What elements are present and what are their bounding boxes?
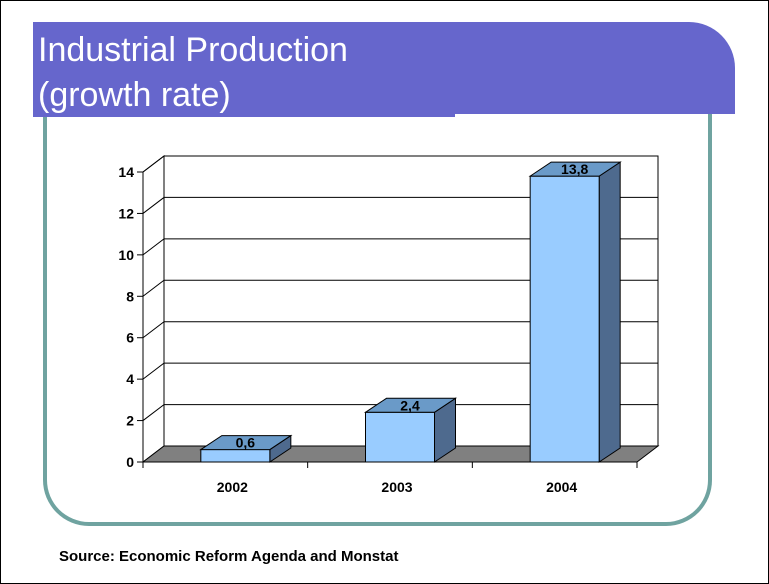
title-bar	[33, 22, 735, 114]
y-tick-label: 12	[118, 205, 134, 221]
content-frame	[43, 60, 712, 526]
bar-2004	[529, 175, 600, 463]
bar-top-2004	[528, 161, 622, 177]
chart-side-wall	[142, 154, 165, 464]
y-tick-label: 6	[126, 330, 134, 346]
y-tick-label: 2	[126, 413, 134, 429]
chart-labels: 0 2 4 6 8 10 12 14 0,6 2002 2,4 2003 13,8 2004	[118, 161, 588, 495]
gridline	[142, 238, 658, 256]
gridline	[142, 279, 658, 297]
x-tick-label: 2004	[546, 479, 577, 495]
gridline	[142, 196, 658, 214]
y-tick-label: 8	[126, 288, 134, 304]
bar-2003	[365, 411, 435, 463]
source-note: Source: Economic Reform Agenda and Monst…	[59, 548, 399, 565]
title-underline	[33, 113, 455, 117]
y-tick-label: 14	[118, 164, 134, 180]
gridline	[142, 362, 658, 380]
slide-subtitle: (growth rate)	[38, 76, 231, 114]
y-tick-label: 0	[126, 454, 134, 470]
slide-title: Industrial Production	[38, 31, 348, 69]
x-tick-label: 2003	[381, 479, 412, 495]
bar-side-2004	[598, 161, 621, 463]
gridline	[142, 155, 658, 173]
bar-top-2003	[363, 397, 458, 413]
x-tick-label: 2002	[217, 479, 248, 495]
gridline	[142, 321, 658, 339]
y-tick-label: 10	[118, 247, 134, 263]
bar-top-2002	[199, 435, 293, 451]
chart-bars	[199, 161, 622, 463]
data-label: 2,4	[400, 397, 420, 413]
data-label: 13,8	[561, 161, 588, 177]
chart-axes	[137, 171, 638, 468]
chart-gridlines	[142, 155, 658, 421]
gridline	[142, 404, 658, 421]
bar-2002	[200, 449, 271, 463]
data-label: 0,6	[236, 435, 256, 451]
y-tick-label: 4	[126, 371, 134, 387]
